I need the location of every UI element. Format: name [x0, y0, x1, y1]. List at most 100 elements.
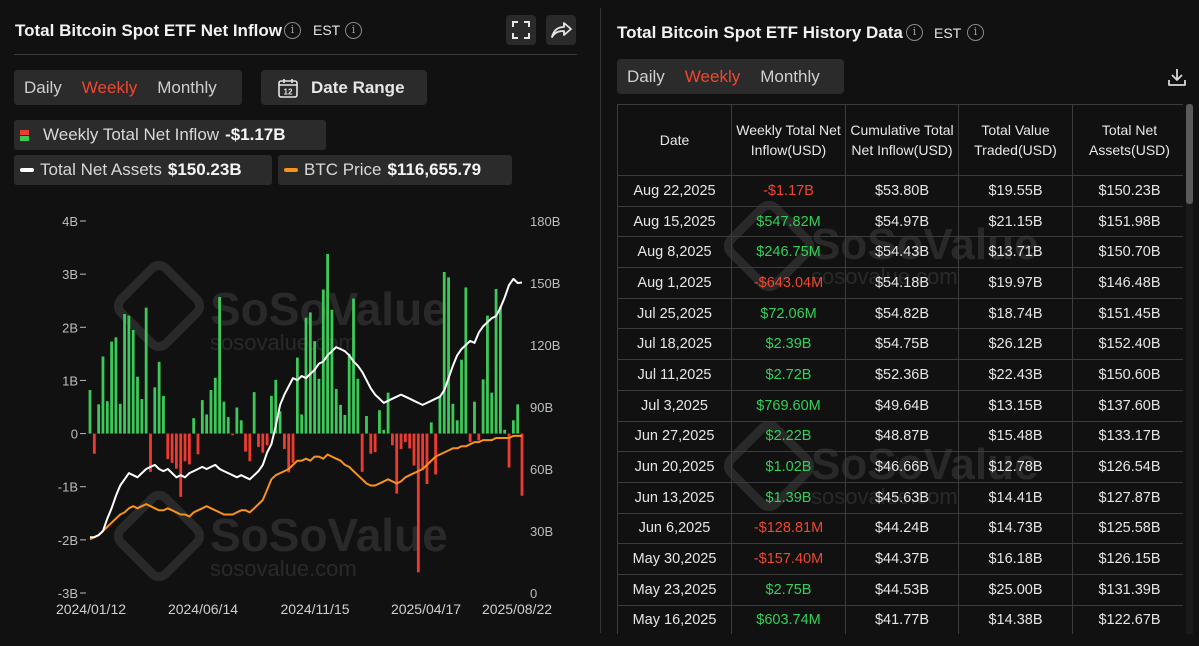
inflow-bar: [473, 401, 476, 434]
info-icon[interactable]: i: [284, 22, 301, 39]
cell-value-traded: $12.78B: [958, 451, 1073, 483]
timezone-label: EST: [934, 25, 962, 41]
info-icon[interactable]: i: [906, 24, 923, 41]
inflow-swatch: [20, 129, 29, 141]
col-date[interactable]: Date: [617, 104, 732, 176]
x-axis-tick-label: 2024/11/15: [280, 601, 349, 617]
table-row[interactable]: Aug 8,2025 $246.75M $54.43B $13.71B $150.70B: [617, 236, 1183, 269]
inflow-bar: [399, 433, 403, 449]
table-row[interactable]: Aug 22,2025 -$1.17B $53.80B $19.55B $150.23B: [617, 175, 1183, 207]
legend-total-net-assets[interactable]: Total Net Assets $150.23B: [14, 155, 272, 185]
cell-net-assets: $125.58B: [1072, 512, 1183, 545]
table-row[interactable]: Jul 25,2025 $72.06M $54.82B $18.74B $151.45B: [617, 297, 1183, 330]
legend-btc-price[interactable]: BTC Price $116,655.79: [278, 155, 512, 185]
inflow-bar: [304, 317, 308, 434]
cell-net-assets: $151.45B: [1072, 297, 1183, 330]
tab-monthly[interactable]: Monthly: [760, 66, 820, 86]
legend-net-inflow[interactable]: Weekly Total Net Inflow -$1.17B: [14, 120, 326, 150]
cell-net-assets: $131.39B: [1072, 573, 1183, 606]
inflow-bar: [365, 416, 368, 434]
left-axis-tick-label: 3B: [62, 267, 78, 282]
tab-daily[interactable]: Daily: [24, 77, 62, 97]
download-icon[interactable]: [1166, 66, 1188, 88]
right-axis-tick-label: 150B: [530, 276, 560, 291]
table-row[interactable]: May 16,2025 $603.74M $41.77B $14.38B $122.67…: [617, 604, 1183, 634]
cell-weekly-inflow: $2.39B: [731, 328, 846, 361]
cell-date: Jul 25,2025: [617, 297, 732, 330]
cell-date: Jun 6,2025: [617, 512, 732, 545]
inflow-bar: [131, 329, 135, 434]
inflow-bar: [239, 420, 243, 434]
cell-value-traded: $22.43B: [958, 359, 1073, 391]
table-row[interactable]: Jun 6,2025 -$128.81M $44.24B $14.73B $125.58…: [617, 512, 1183, 545]
cell-net-assets: $133.17B: [1072, 420, 1183, 453]
cell-cumulative-inflow: $44.53B: [845, 573, 959, 606]
cell-cumulative-inflow: $52.36B: [845, 359, 959, 391]
inflow-bar: [192, 418, 196, 434]
inflow-bar: [378, 410, 381, 434]
inflow-bar: [451, 403, 455, 434]
right-axis-tick-label: 30B: [530, 524, 553, 539]
cell-weekly-inflow: $2.22B: [731, 420, 846, 453]
inflow-bar: [300, 414, 304, 434]
cell-date: May 23,2025: [617, 573, 732, 606]
inflow-bar: [162, 395, 165, 434]
inflow-bar: [386, 392, 390, 434]
tab-daily[interactable]: Daily: [627, 66, 665, 86]
cell-cumulative-inflow: $54.97B: [845, 205, 959, 238]
col-net-assets[interactable]: Total Net Assets(USD): [1072, 104, 1183, 176]
col-cumulative-inflow[interactable]: Cumulative Total Net Inflow(USD): [845, 104, 959, 176]
inflow-bar: [196, 433, 200, 455]
x-axis-tick-label: 2024/01/12: [56, 601, 126, 617]
right-axis-tick-label: 180B: [530, 214, 560, 229]
cell-net-assets: $126.54B: [1072, 451, 1183, 483]
tab-weekly[interactable]: Weekly: [81, 77, 138, 97]
table-row[interactable]: Aug 1,2025 -$643.04M $54.18B $19.97B $146.48…: [617, 267, 1183, 299]
table-row[interactable]: Jul 3,2025 $769.60M $49.64B $13.15B $137.60B: [617, 389, 1183, 422]
table-row[interactable]: May 23,2025 $2.75B $44.53B $25.00B $131.39B: [617, 573, 1183, 606]
table-row[interactable]: Aug 15,2025 $547.82M $54.97B $21.15B $151.98…: [617, 205, 1183, 238]
inflow-chart[interactable]: 4B 3B 2B 1B 0 -1B -2B -3B 180B 150B 120B 90B 60B 30B 0…: [0, 200, 600, 620]
tab-weekly[interactable]: Weekly: [684, 66, 741, 86]
col-weekly-inflow[interactable]: Weekly Total Net Inflow(USD): [731, 104, 846, 176]
inflow-bar: [503, 429, 507, 434]
fullscreen-button[interactable]: [506, 15, 536, 45]
col-value-traded[interactable]: Total Value Traded(USD): [958, 104, 1073, 176]
table-row[interactable]: Jul 11,2025 $2.72B $52.36B $22.43B $150.60B: [617, 359, 1183, 391]
inflow-bar: [278, 411, 282, 434]
tab-monthly[interactable]: Monthly: [157, 77, 217, 97]
cell-net-assets: $137.60B: [1072, 389, 1183, 422]
inflow-bar: [373, 433, 377, 453]
table-row[interactable]: May 30,2025 -$157.40M $44.37B $16.18B $126.1…: [617, 543, 1183, 575]
timezone-info-icon[interactable]: i: [345, 22, 362, 39]
left-axis-tick-label: 1B: [62, 373, 78, 388]
cell-value-traded: $21.15B: [958, 205, 1073, 238]
cell-date: Aug 22,2025: [617, 175, 732, 207]
table-scrollbar-track[interactable]: [1186, 104, 1193, 634]
inflow-bar: [200, 400, 204, 434]
panel-divider: [600, 8, 601, 633]
assets-legend-value: $150.23B: [167, 160, 242, 179]
table-row[interactable]: Jun 20,2025 $1.02B $46.66B $12.78B $126.54B: [617, 451, 1183, 483]
inflow-bar: [110, 341, 113, 434]
cell-value-traded: $25.00B: [958, 573, 1073, 606]
inflow-bar: [481, 379, 485, 434]
table-scrollbar-thumb[interactable]: [1186, 104, 1193, 204]
history-table-container[interactable]: Date Weekly Total Net Inflow(USD) Cumula…: [617, 104, 1183, 634]
inflow-bar: [295, 357, 299, 434]
cell-value-traded: $26.12B: [958, 328, 1073, 361]
table-row[interactable]: Jun 13,2025 $1.39B $45.63B $14.41B $127.87B: [617, 481, 1183, 514]
inflow-bar: [291, 433, 295, 463]
share-button[interactable]: [546, 15, 576, 45]
cell-cumulative-inflow: $54.18B: [845, 267, 959, 299]
table-header-row: Date Weekly Total Net Inflow(USD) Cumula…: [617, 104, 1183, 176]
cell-weekly-inflow: $1.02B: [731, 451, 846, 483]
cell-cumulative-inflow: $54.43B: [845, 236, 959, 269]
table-row[interactable]: Jun 27,2025 $2.22B $48.87B $15.48B $133.17B: [617, 420, 1183, 453]
inflow-bar: [516, 404, 520, 434]
left-axis-tick-label: 4B: [62, 214, 78, 229]
date-range-button[interactable]: 12 Date Range: [261, 70, 427, 105]
share-icon: [551, 22, 572, 38]
table-row[interactable]: Jul 18,2025 $2.39B $54.75B $26.12B $152.40B: [617, 328, 1183, 361]
timezone-info-icon[interactable]: i: [967, 24, 984, 41]
